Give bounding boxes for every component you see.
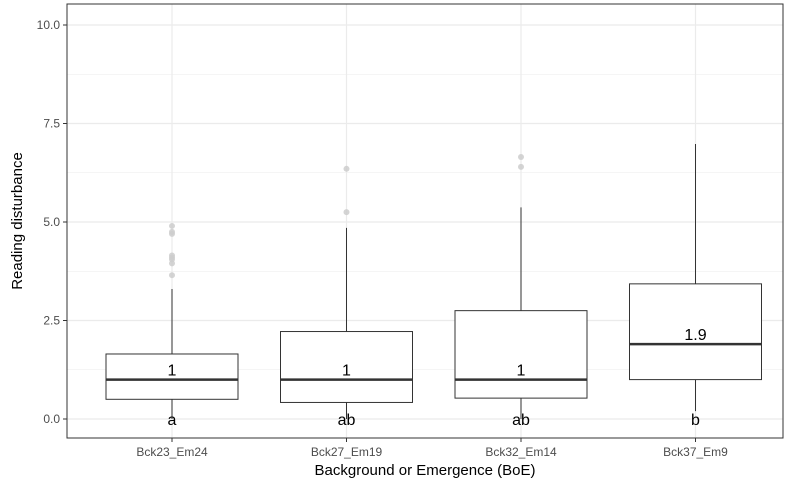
x-tick-label: Bck32_Em14 (485, 445, 557, 459)
outlier-point (518, 153, 524, 160)
group-letter: ab (338, 412, 356, 429)
labels-layer: 1 a 1 ab 1 ab 1.9 b (168, 327, 707, 429)
x-axis-title: Background or Emergence (BoE) (315, 462, 536, 479)
group-letter: b (691, 412, 700, 429)
median-label: 1 (168, 363, 177, 380)
median-label: 1.9 (684, 327, 706, 344)
panel-border (66, 3, 784, 439)
outlier-point (169, 272, 175, 279)
x-tick-label: Bck27_Em19 (311, 445, 383, 459)
box (629, 283, 762, 381)
x-tick-label: Bck37_Em9 (663, 445, 728, 459)
outlier-point (169, 252, 175, 259)
outlier-point (169, 222, 175, 229)
outlier-point (169, 228, 175, 235)
boxes-layer (105, 143, 762, 419)
y-axis-title: Reading disturbance (9, 152, 26, 290)
y-tick-label: 5.0 (43, 215, 60, 229)
x-tick-label: Bck23_Em24 (136, 445, 208, 459)
outlier-point (343, 209, 350, 216)
y-tick-label: 2.5 (43, 314, 60, 328)
median-label: 1 (517, 363, 526, 380)
y-tick-label: 0.0 (43, 412, 60, 426)
axis-layer: 0.0 2.5 5.0 7.5 10.0 Bck23_Em24 Bck27_Em19 Bck3… (37, 18, 729, 459)
box (454, 310, 588, 399)
box (280, 331, 413, 403)
outlier-point (343, 165, 350, 172)
median-label: 1 (342, 363, 351, 380)
y-tick-label: 10.0 (37, 18, 61, 32)
outlier-point (518, 163, 524, 170)
box (105, 353, 239, 400)
group-letter: a (168, 412, 177, 429)
group-letter: ab (512, 412, 530, 429)
y-tick-label: 7.5 (43, 117, 60, 131)
